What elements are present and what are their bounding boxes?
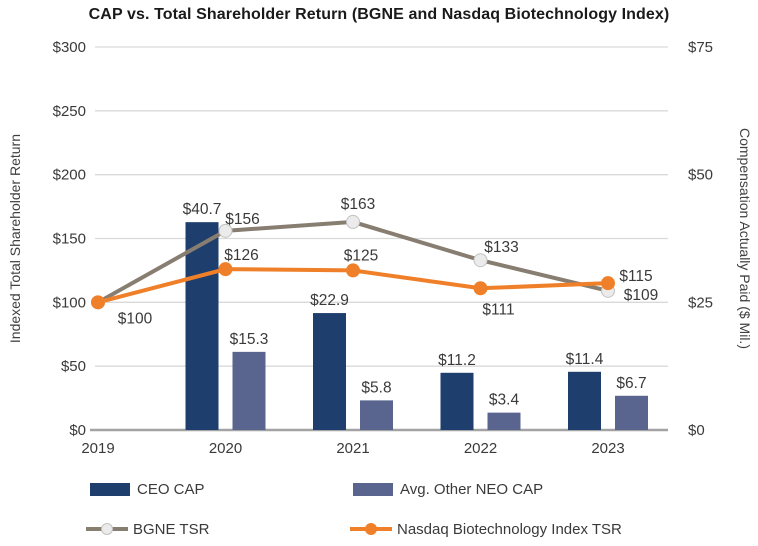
line-data-label: $125 — [344, 247, 378, 264]
marker-icon — [218, 262, 233, 277]
left-axis-tick-label: $100 — [53, 294, 86, 311]
legend-label: Avg. Other NEO CAP — [400, 480, 544, 498]
marker-icon — [473, 281, 488, 296]
bar-data-label: $6.7 — [616, 375, 646, 392]
legend-swatch-bgne-tsr — [86, 522, 128, 536]
legend-label: CEO CAP — [137, 480, 205, 498]
legend-label: Nasdaq Biotechnology Index TSR — [397, 520, 622, 538]
right-axis-title: Compensation Actually Paid ($ Mil.) — [737, 128, 753, 349]
marker-icon — [601, 276, 615, 291]
marker-icon — [473, 253, 488, 268]
bar-ceo-cap-2023 — [568, 371, 601, 430]
line-data-label: $115 — [619, 268, 652, 285]
x-axis-tick-label: 2019 — [81, 440, 114, 457]
legend-marker-icon — [101, 523, 113, 535]
bar-neo-cap-2023 — [615, 395, 648, 430]
legend-marker-icon — [365, 523, 377, 535]
bar-data-label: $11.4 — [566, 351, 604, 368]
line-data-label: $133 — [484, 239, 518, 256]
left-axis-tick-label: $0 — [69, 422, 86, 439]
x-axis-tick-label: 2020 — [209, 440, 242, 457]
marker-icon — [346, 263, 360, 278]
bar-data-label: $40.7 — [183, 201, 222, 218]
legend-swatch-avg-other-neo-cap — [353, 482, 393, 496]
line-data-label: $163 — [341, 196, 375, 213]
chart-title: CAP vs. Total Shareholder Return (BGNE a… — [88, 6, 670, 23]
legend-swatch-nasdaq-biotechnology-index-tsr — [350, 522, 392, 536]
legend-item-avg-other-neo-cap: Avg. Other NEO CAP — [353, 480, 544, 498]
x-axis-tick-label: 2022 — [464, 440, 497, 457]
bar-neo-cap-2020 — [232, 351, 266, 430]
line-data-label: $109 — [624, 287, 658, 304]
left-axis-tick-label: $250 — [53, 103, 86, 120]
right-axis-tick-label: $75 — [688, 39, 713, 56]
line-data-label: $126 — [224, 247, 258, 264]
bar-data-label: $3.4 — [489, 392, 520, 409]
bar-data-label: $15.3 — [230, 331, 269, 348]
bar-ceo-cap-2021 — [313, 313, 346, 430]
line-data-label: $100 — [118, 310, 153, 327]
bar-data-label: $5.8 — [361, 379, 391, 396]
bar-neo-cap-2022 — [487, 412, 521, 430]
bar-neo-cap-2021 — [360, 400, 393, 430]
left-axis-tick-label: $150 — [53, 231, 86, 248]
bar-ceo-cap-2022 — [440, 372, 474, 430]
x-axis-tick-label: 2021 — [336, 440, 369, 457]
legend-label: BGNE TSR — [133, 520, 210, 538]
line-data-label: $111 — [482, 301, 514, 318]
bar-data-label: $22.9 — [310, 292, 349, 309]
bar-ceo-cap-2020 — [185, 222, 219, 430]
legend-item-bgne-tsr: BGNE TSR — [86, 520, 210, 538]
right-axis-tick-label: $25 — [688, 294, 713, 311]
legend-item-ceo-cap: CEO CAP — [90, 480, 205, 498]
marker-icon — [218, 223, 233, 238]
legend-swatch-ceo-cap — [90, 482, 130, 496]
left-axis-tick-label: $50 — [61, 358, 86, 375]
marker-icon — [346, 214, 360, 229]
legend-item-nasdaq-biotechnology-index-tsr: Nasdaq Biotechnology Index TSR — [350, 520, 622, 538]
line-data-label: $156 — [225, 211, 259, 228]
left-axis-tick-label: $300 — [53, 39, 86, 56]
bar-data-label: $11.2 — [438, 352, 476, 369]
x-axis-tick-label: 2023 — [591, 440, 624, 457]
right-axis-tick-label: $0 — [688, 422, 705, 439]
marker-icon — [91, 295, 105, 310]
right-axis-tick-label: $50 — [688, 167, 713, 184]
left-axis-tick-label: $200 — [53, 167, 86, 184]
